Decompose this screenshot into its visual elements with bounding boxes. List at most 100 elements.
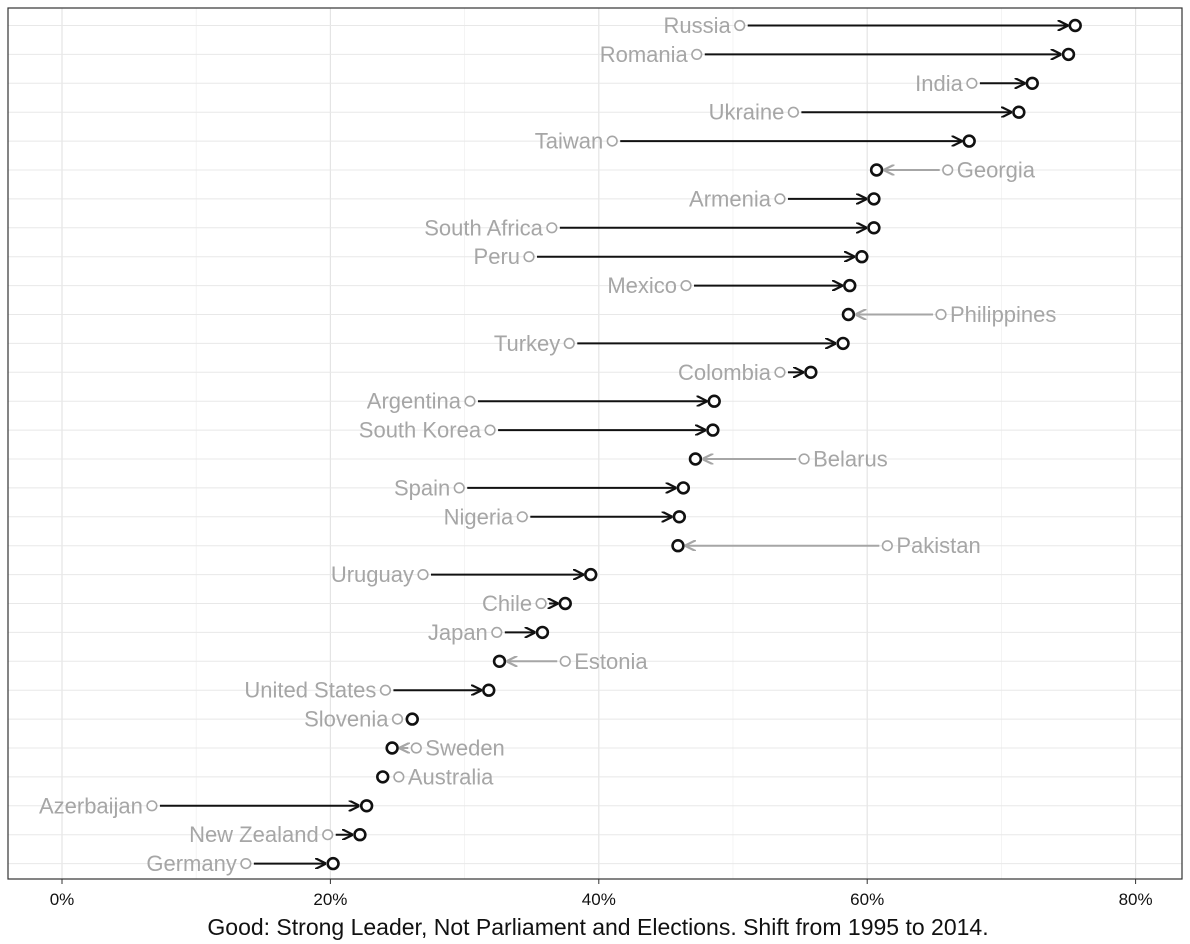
point-2014 [867,192,881,206]
point-1995 [606,135,618,147]
point-2014 [804,365,818,379]
point-2014 [962,134,976,148]
point-1995 [563,337,575,350]
x-tick-label: 60% [850,890,884,909]
marks: Russia Romania India Ukraine Taiwan Georgia Ar… [39,13,1082,876]
row-slovenia: Slovenia [304,707,419,732]
country-label: South Africa [424,215,543,240]
point-1995 [417,568,429,581]
country-label: Colombia [678,360,772,385]
row-colombia: Colombia [678,360,818,385]
country-label: Belarus [813,447,888,472]
country-label: Azerbaijan [39,793,143,818]
row-japan: Japan [428,620,550,645]
point-2014 [1025,76,1039,91]
country-label: Japan [428,620,488,645]
point-2014 [676,481,691,495]
row-turkey: Turkey [494,331,850,356]
row-philippines: Philippines [841,302,1056,327]
point-1995 [881,540,893,552]
country-label: Australia [408,764,494,789]
point-2014 [1061,47,1076,62]
point-1995 [966,77,978,89]
country-label: United States [244,678,376,703]
point-2014 [706,423,720,437]
point-2014 [688,452,703,466]
point-1995 [734,19,746,32]
row-armenia: Armenia [689,186,881,211]
x-tick-label: 80% [1119,890,1153,909]
point-1995 [484,424,496,436]
country-label: Taiwan [535,129,603,154]
x-tick-label: 20% [313,890,347,909]
point-1995 [774,366,786,378]
point-2014 [385,741,399,755]
country-label: Turkey [494,331,560,356]
point-2014 [867,221,881,235]
row-pakistan: Pakistan [671,533,981,558]
country-label: Slovenia [304,707,389,732]
country-label: Armenia [689,186,772,211]
point-1995 [516,511,528,523]
point-1995 [798,453,810,465]
row-south-korea: South Korea [359,418,720,443]
row-uruguay: Uruguay [331,562,598,587]
point-1995 [391,713,404,725]
row-russia: Russia [663,13,1082,38]
point-1995 [146,800,158,812]
point-2014 [326,856,340,871]
x-tick-label: 0% [50,890,75,909]
x-axis-ticks: 0% 20% 40% 60% 80% [50,879,1153,909]
row-united-states: United States [244,678,496,703]
row-nigeria: Nigeria [444,504,687,529]
point-1995 [935,308,947,321]
x-axis-title: Good: Strong Leader, Not Parliament and … [207,914,988,940]
row-spain: Spain [394,475,691,500]
row-india: India [915,71,1039,96]
row-new-zealand: New Zealand [189,822,367,847]
country-label: Estonia [574,649,648,674]
point-2014 [672,510,687,524]
point-2014 [869,163,884,177]
row-mexico: Mexico [607,273,857,298]
row-australia: Australia [376,764,494,789]
point-2014 [558,596,572,611]
country-label: New Zealand [189,822,319,847]
row-germany: Germany [146,851,340,876]
point-2014 [535,625,550,640]
point-2014 [376,770,390,784]
point-1995 [240,857,252,870]
point-1995 [491,626,503,639]
row-ukraine: Ukraine [709,100,1026,125]
row-peru: Peru [474,244,869,269]
row-estonia: Estonia [492,649,648,674]
point-1995 [787,106,799,118]
country-label: Romania [600,42,689,67]
country-label: Mexico [607,273,677,298]
country-label: Georgia [957,158,1036,183]
point-2014 [584,567,598,582]
country-label: Nigeria [444,504,514,529]
country-label: Chile [482,591,532,616]
country-label: Spain [394,475,450,500]
point-1995 [322,829,334,841]
point-2014 [359,799,374,813]
point-1995 [942,164,954,176]
country-label: Philippines [950,302,1056,327]
point-2014 [492,654,507,668]
point-1995 [453,482,465,494]
point-2014 [855,250,869,264]
row-south-africa: South Africa [424,215,881,240]
country-label: Ukraine [709,100,785,125]
country-label: Peru [474,244,520,269]
row-sweden: Sweden [385,736,505,761]
row-chile: Chile [482,591,572,616]
row-belarus: Belarus [688,447,888,472]
country-label: South Korea [359,418,482,443]
point-1995 [523,251,535,263]
point-1995 [559,655,571,667]
panel-border [7,7,1183,880]
point-1995 [535,597,547,610]
